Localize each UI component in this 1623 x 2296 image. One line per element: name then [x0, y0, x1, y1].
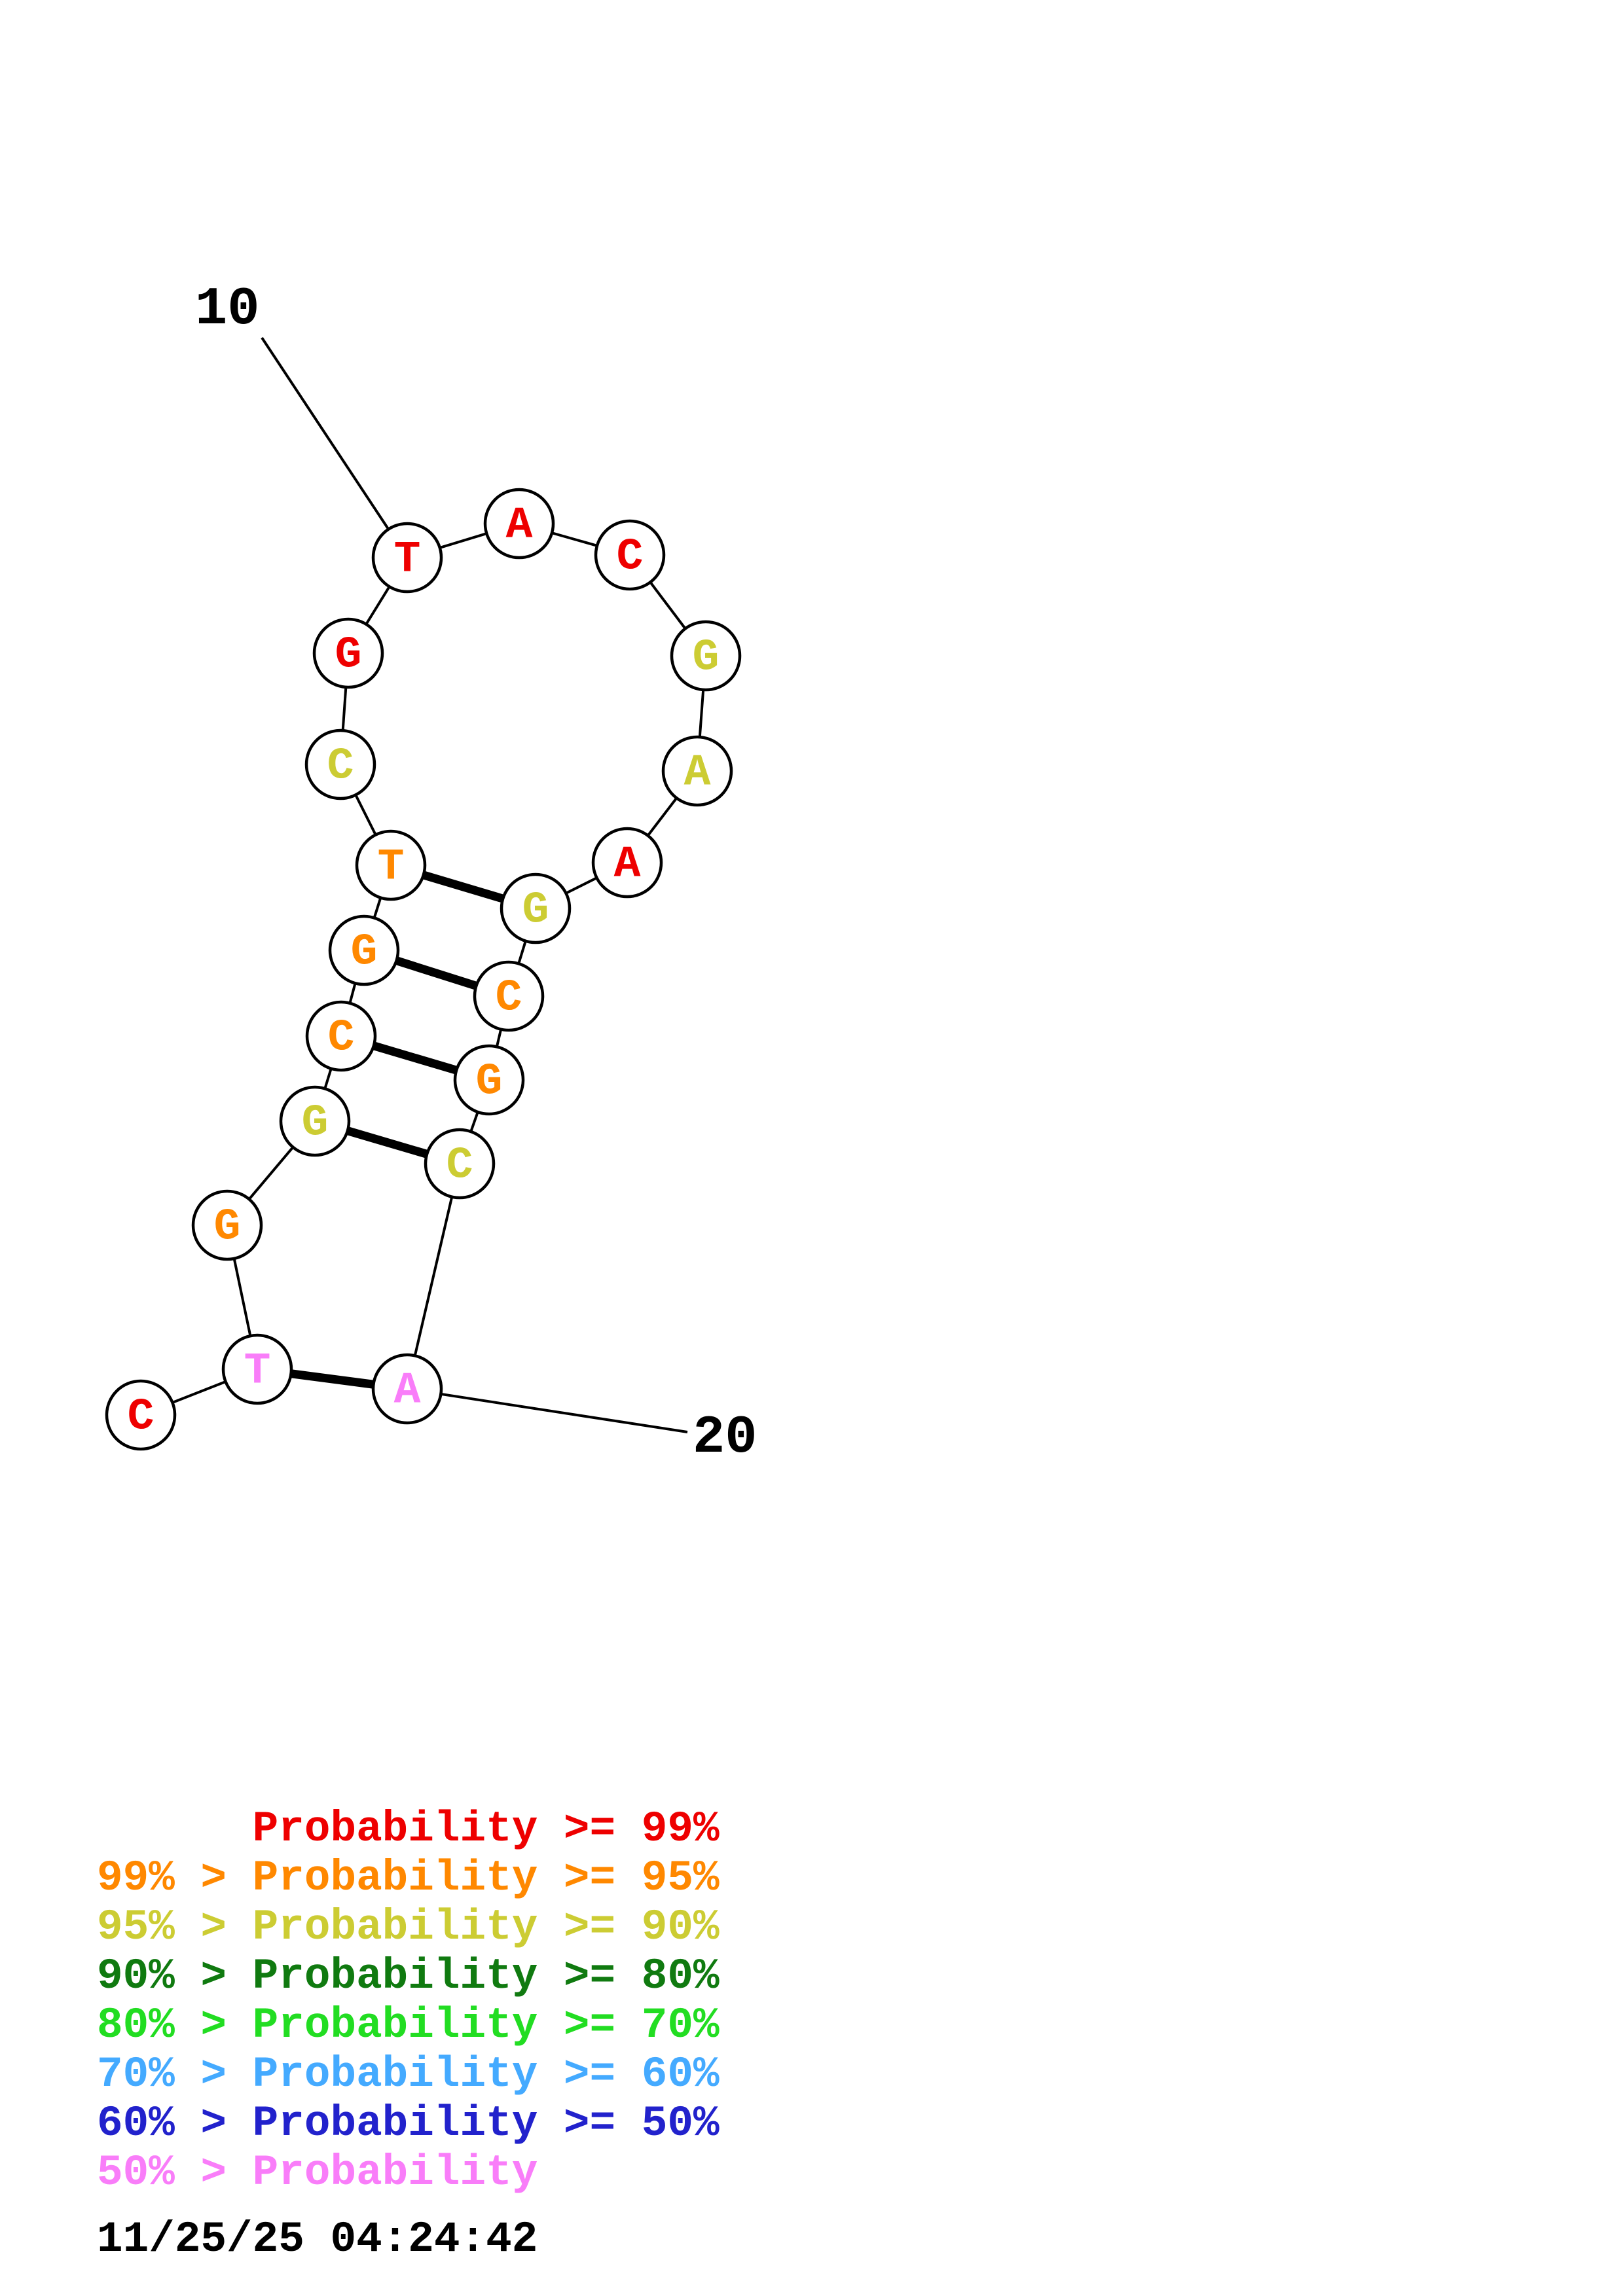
nucleotide-circle-9 [312, 617, 384, 689]
nucleotide-circle-17 [473, 960, 545, 1032]
legend-line-2: 99% > Probability >= 95% [97, 1854, 720, 1903]
nucleotide-circle-15 [591, 827, 663, 899]
nucleotide-circle-19 [424, 1128, 496, 1200]
nucleotide-base-6: G [351, 927, 378, 978]
nucleotide-circle-14 [661, 735, 733, 807]
nucleotide-circle-3 [191, 1189, 263, 1261]
nucleotide-circle-5 [305, 1000, 377, 1072]
legend-line-8: 50% > Probability [97, 2148, 538, 2197]
legend-line-7: 60% > Probability >= 50% [97, 2099, 720, 2148]
position-label-10: 10 [195, 279, 259, 340]
nucleotide-circle-10 [371, 522, 443, 594]
nucleotide-base-18: G [476, 1057, 503, 1107]
nucleotide-circle-16 [500, 872, 572, 944]
legend-line-6: 70% > Probability >= 60% [97, 2050, 720, 2099]
nucleotide-circle-12 [594, 519, 666, 591]
nucleotide-circle-7 [355, 829, 427, 901]
nucleotide-base-19: C [447, 1141, 473, 1191]
nucleotide-circle-2 [221, 1333, 293, 1405]
nucleotide-base-1: C [128, 1392, 155, 1443]
label-leader-line [261, 336, 409, 559]
nucleotide-base-17: C [496, 973, 522, 1024]
nucleotide-base-5: C [328, 1013, 355, 1064]
legend-line-5: 80% > Probability >= 70% [97, 2001, 720, 2050]
nucleotide-circle-18 [453, 1044, 525, 1116]
legend-line-4: 90% > Probability >= 80% [97, 1952, 720, 2001]
nucleotide-base-8: C [327, 742, 354, 792]
nucleotide-circle-20 [371, 1353, 443, 1425]
nucleotide-base-3: G [214, 1202, 241, 1253]
nucleotide-circle-8 [304, 728, 376, 800]
nucleotide-base-16: G [522, 886, 549, 936]
nucleotide-base-15: A [614, 840, 641, 890]
legend-line-3: 95% > Probability >= 90% [97, 1903, 720, 1952]
probability-legend: Probability >= 99% 99% > Probability >= 9… [97, 1804, 720, 2197]
backbone-line [406, 1163, 461, 1390]
nucleotide-circle-4 [279, 1085, 351, 1157]
nucleotide-base-20: A [394, 1366, 421, 1416]
nucleotide-base-4: G [302, 1098, 329, 1149]
nucleotide-base-14: A [684, 748, 711, 798]
position-label-20: 20 [693, 1407, 757, 1468]
nucleotide-circle-11 [483, 488, 555, 560]
nucleotide-circle-6 [328, 914, 400, 986]
nucleotide-circle-1 [105, 1379, 177, 1451]
nucleotide-base-10: T [394, 535, 421, 585]
nucleotide-base-7: T [378, 842, 405, 893]
timestamp: 11/25/25 04:24:42 [97, 2215, 538, 2264]
label-leader-line [407, 1388, 688, 1433]
nucleotide-base-9: G [335, 630, 362, 681]
nucleotide-base-2: T [244, 1346, 271, 1397]
legend-line-1: Probability >= 99% [97, 1804, 720, 1854]
nucleotide-base-12: C [617, 532, 644, 583]
nucleotide-base-13: G [693, 633, 720, 683]
nucleotide-circle-13 [670, 620, 742, 692]
nucleotide-base-11: A [506, 501, 533, 551]
